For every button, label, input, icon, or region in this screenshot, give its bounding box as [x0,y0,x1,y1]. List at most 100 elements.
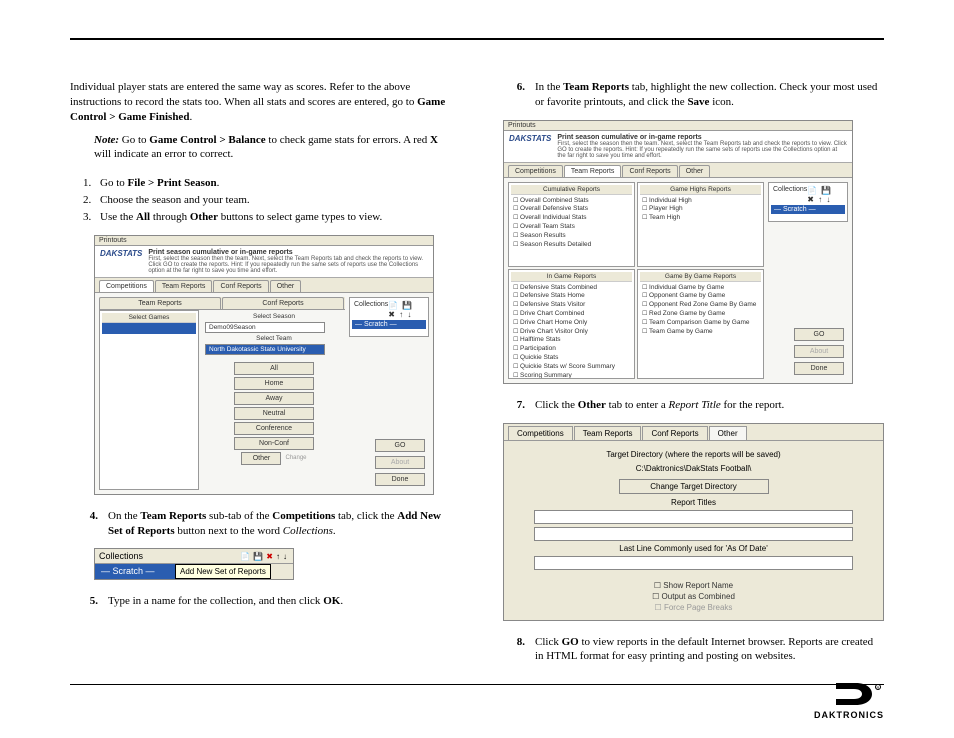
about-button[interactable]: About [375,456,425,469]
step-5: 5. Type in a name for the collection, an… [70,594,457,609]
q1-1[interactable]: Overall Defensive Stats [513,205,630,214]
shot2-tab-conf[interactable]: Conf Reports [622,165,677,177]
tab-competitions[interactable]: Competitions [99,280,154,292]
daktronics-text: DAKTRONICS [814,710,884,720]
collections-icons[interactable]: 📄 💾 ✖ ↑ ↓ [388,301,424,319]
btn-other[interactable]: Other [241,452,281,465]
done-button[interactable]: Done [375,473,425,486]
season-dropdown[interactable]: Demo09Season [205,322,325,333]
s7d: Report Title [669,399,721,411]
q2-0[interactable]: Individual High [642,197,759,206]
tab-team-reports[interactable]: Team Reports [155,280,213,292]
chk-force-page-breaks: ☐ Force Page Breaks [514,603,873,612]
shot2-tab-comp[interactable]: Competitions [508,165,563,177]
small-icons[interactable]: 📄💾✖↑↓ [239,552,289,561]
q3-10[interactable]: Scoring Summary [513,372,630,379]
q4-3[interactable]: Red Zone Game by Game [642,310,759,319]
small-scratch[interactable]: — Scratch — [95,564,175,579]
shot2-about[interactable]: About [794,345,844,358]
s1a: Go to [100,177,128,189]
q3-0[interactable]: Defensive Stats Combined [513,284,630,293]
tab-other[interactable]: Other [270,280,302,292]
s6b: Team Reports [563,81,629,93]
q3-4[interactable]: Drive Chart Home Only [513,319,630,328]
btn-all[interactable]: All [234,362,314,375]
other-tab-other[interactable]: Other [709,426,747,440]
other-tab-team[interactable]: Team Reports [574,426,642,440]
q2-2[interactable]: Team High [642,214,759,223]
q3-5[interactable]: Drive Chart Visitor Only [513,328,630,337]
tab-conf-reports[interactable]: Conf Reports [213,280,268,292]
q4-4[interactable]: Team Comparison Game by Game [642,319,759,328]
q4-2[interactable]: Opponent Red Zone Game By Game [642,301,759,310]
games-selected-row[interactable] [102,323,196,334]
step-1: Go to File > Print Season. [94,176,457,191]
chk-show-report-name[interactable]: ☐ Show Report Name [514,581,873,590]
other-tab-comp[interactable]: Competitions [508,426,573,440]
select-season-label: Select Season [205,312,343,321]
btn-neutral[interactable]: Neutral [234,407,314,420]
btn-nonconf[interactable]: Non-Conf [234,437,314,450]
step-6: 6. In the Team Reports tab, highlight th… [497,80,884,110]
shot2-scratch[interactable]: — Scratch — [771,205,845,214]
left-column: Individual player stats are entered the … [70,80,457,674]
s7a: Click the [535,399,578,411]
other-tab-conf[interactable]: Conf Reports [642,426,707,440]
note-bold: Game Control > Balance [149,134,265,146]
title-input-1[interactable] [534,510,853,524]
screenshot-print-season: Printouts DAKSTATS Print season cumulati… [94,235,434,495]
subtab-team[interactable]: Team Reports [99,297,221,309]
btn-change[interactable]: Change [285,455,306,461]
scratch-item[interactable]: — Scratch — [352,320,426,329]
select-team-label: Select Team [205,334,343,343]
s5b: OK [323,595,340,607]
note-label: Note: [94,134,119,146]
add-icon[interactable]: 📄 [240,552,251,561]
q2-1[interactable]: Player High [642,205,759,214]
step-7: 7. Click the Other tab to enter a Report… [497,398,884,413]
s8b: GO [562,636,579,648]
q3-2[interactable]: Defensive Stats Visitor [513,301,630,310]
shot1-header: DAKSTATS Print season cumulative or in-g… [95,246,433,278]
shot2-tab-other[interactable]: Other [679,165,711,177]
up-icon[interactable]: ↑ [276,552,281,561]
btn-away[interactable]: Away [234,392,314,405]
down-icon[interactable]: ↓ [283,552,288,561]
report-titles-label: Report Titles [514,498,873,507]
q1-5[interactable]: Season Results Detailed [513,241,630,250]
q2-title: Game Highs Reports [640,185,761,195]
shot2-tab-team[interactable]: Team Reports [564,165,622,177]
step-6-list: 6. In the Team Reports tab, highlight th… [497,80,884,110]
q3-8[interactable]: Quickie Stats [513,354,630,363]
q3-title: In Game Reports [511,272,632,282]
q1-3[interactable]: Overall Team Stats [513,223,630,232]
go-button[interactable]: GO [375,439,425,452]
delete-icon[interactable]: ✖ [266,552,274,561]
q3-9[interactable]: Quickie Stats w/ Score Summary [513,363,630,372]
title-input-3[interactable] [534,556,853,570]
q3-1[interactable]: Defensive Stats Home [513,292,630,301]
btn-home[interactable]: Home [234,377,314,390]
q4-5[interactable]: Team Game by Game [642,328,759,337]
change-dir-button[interactable]: Change Target Directory [619,479,769,494]
title-input-2[interactable] [534,527,853,541]
q3-3[interactable]: Drive Chart Combined [513,310,630,319]
intro-text: Individual player stats are entered the … [70,81,417,108]
shot2-collections-icons[interactable]: 📄 💾 ✖ ↑ ↓ [807,186,843,204]
subtab-conf[interactable]: Conf Reports [222,297,344,309]
shot2-done[interactable]: Done [794,362,844,375]
q4-0[interactable]: Individual Game by Game [642,284,759,293]
q1-2[interactable]: Overall Individual Stats [513,214,630,223]
chk-output-combined[interactable]: ☐ Output as Combined [514,592,873,601]
intro-paragraph: Individual player stats are entered the … [70,80,457,125]
team-dropdown[interactable]: North Dakotassic State University [205,344,325,355]
q4-1[interactable]: Opponent Game by Game [642,292,759,301]
q1-0[interactable]: Overall Combined Stats [513,197,630,206]
q3-7[interactable]: Participation [513,345,630,354]
q1-4[interactable]: Season Results [513,232,630,241]
btn-conference[interactable]: Conference [234,422,314,435]
save-icon[interactable]: 💾 [253,552,264,561]
daktronics-logo: R [834,681,884,707]
shot2-go[interactable]: GO [794,328,844,341]
q3-6[interactable]: Halftime Stats [513,336,630,345]
